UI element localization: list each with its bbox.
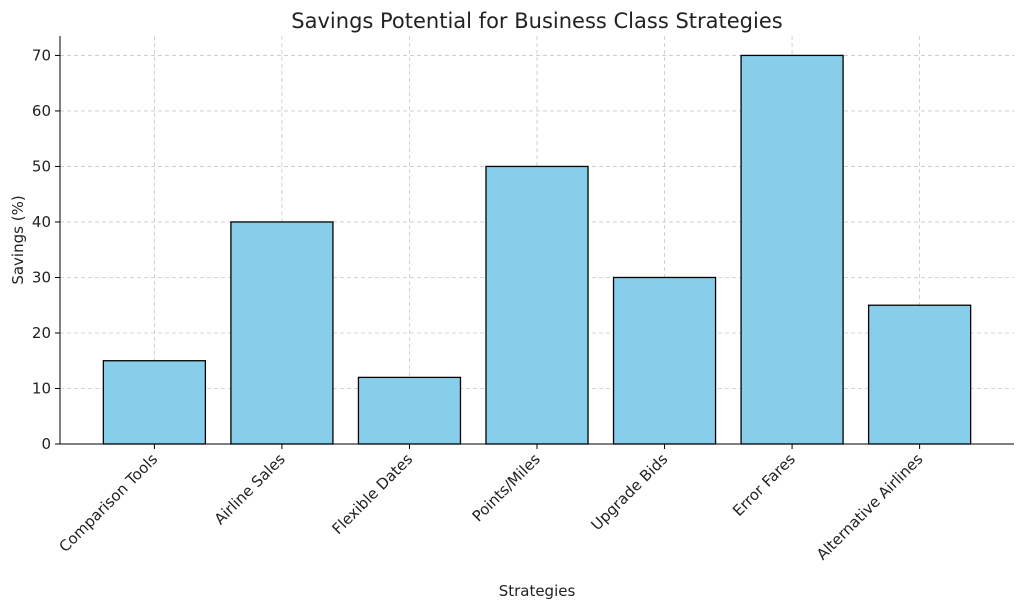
y-tick-label: 40	[32, 213, 51, 231]
bar	[102, 360, 207, 445]
chart-title: Savings Potential for Business Class Str…	[291, 9, 782, 33]
x-tick-label: Error Fares	[729, 450, 799, 520]
y-axis-label: Savings (%)	[9, 195, 27, 284]
bar	[357, 376, 462, 445]
x-axis-label: Strategies	[499, 582, 576, 600]
bar	[485, 165, 589, 445]
y-tick-label: 70	[32, 46, 51, 64]
y-tick-label: 10	[32, 379, 51, 397]
x-tick-label: Points/Miles	[469, 450, 544, 525]
x-tick-label: Flexible Dates	[328, 450, 416, 538]
x-tick-label: Airline Sales	[211, 450, 289, 528]
bar	[230, 221, 334, 445]
bar	[612, 276, 717, 445]
x-tick-label: Upgrade Bids	[587, 450, 671, 534]
y-tick-label: 50	[32, 157, 51, 175]
bar	[867, 304, 972, 445]
bar	[740, 54, 844, 445]
y-tick-label: 60	[32, 102, 51, 120]
x-tick-label: Alternative Airlines	[813, 450, 927, 564]
y-tick-label: 20	[32, 324, 51, 342]
y-tick-label: 30	[32, 268, 51, 286]
x-tick-label: Comparison Tools	[55, 450, 161, 556]
y-tick-label: 0	[41, 435, 51, 453]
